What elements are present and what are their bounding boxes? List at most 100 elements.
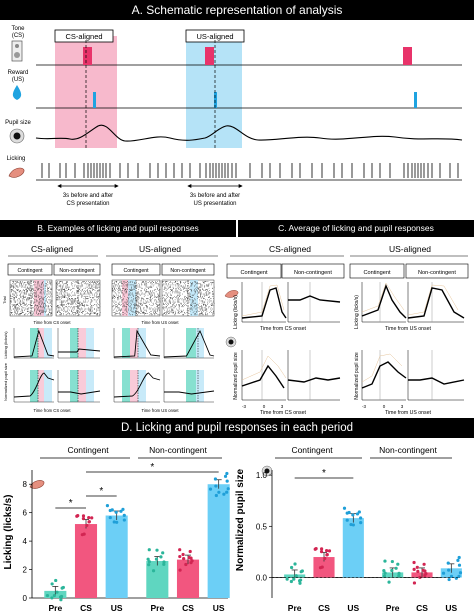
raster-dot [12, 285, 13, 287]
raster-dot [97, 313, 99, 314]
raster-dot [180, 282, 182, 283]
raster-dot [183, 299, 185, 301]
raster-dot [195, 290, 197, 291]
raster-dot [143, 307, 145, 309]
raster-dot [16, 282, 17, 283]
raster-dot [114, 287, 115, 289]
data-point [151, 569, 156, 573]
raster-dot [206, 293, 207, 295]
raster-dot [164, 307, 165, 309]
raster-dot [29, 290, 30, 291]
raster-dot [121, 285, 122, 287]
raster-dot [66, 292, 68, 294]
raster-dot [59, 285, 61, 287]
raster-dot [210, 307, 212, 309]
raster-dot [79, 283, 81, 285]
raster-dot [61, 302, 62, 304]
raster-dot [13, 308, 14, 310]
raster-dot [32, 314, 34, 316]
raster-dot [66, 314, 68, 316]
raster-dot [140, 304, 142, 305]
raster-dot [165, 306, 167, 308]
raster-dot [64, 297, 65, 298]
raster-dot [14, 309, 15, 311]
raster-dot [39, 310, 40, 312]
raster-dot [21, 312, 23, 313]
raster-dot [17, 281, 18, 282]
raster-dot [42, 307, 43, 309]
raster-dot [165, 282, 166, 283]
raster-dot [46, 314, 48, 316]
mean-trace [408, 377, 465, 385]
data-point [122, 518, 126, 522]
raster-dot [128, 308, 129, 310]
b-cs-contingent-label: Contingent [17, 268, 43, 274]
raster-dot [213, 302, 215, 304]
raster-dot [156, 283, 157, 285]
raster-dot [21, 304, 23, 305]
raster-dot [153, 313, 155, 314]
raster-dot [189, 297, 191, 298]
raster-dot [119, 313, 120, 314]
raster-dot [127, 286, 128, 288]
raster-dot [127, 304, 129, 305]
raster-dot [60, 314, 62, 316]
raster-dot [11, 309, 12, 311]
raster-dot [166, 295, 167, 297]
raster-dot [156, 297, 157, 298]
raster-dot [37, 308, 39, 310]
raster-dot [168, 284, 169, 286]
raster-dot [178, 297, 179, 298]
raster-dot [98, 297, 100, 298]
raster-dot [13, 281, 14, 282]
raster-dot [51, 295, 53, 297]
raster-dot [62, 305, 64, 306]
raster-dot [151, 299, 152, 301]
data-point [162, 560, 166, 564]
raster-dot [77, 306, 79, 308]
raster-dot [137, 310, 138, 312]
raster-dot [127, 284, 128, 286]
raster-dot [166, 287, 168, 289]
raster-dot [65, 283, 66, 285]
y-tick-label: 0.5 [256, 522, 268, 531]
raster-dot [187, 312, 189, 313]
raster-dot [15, 313, 17, 314]
raster-dot [85, 300, 86, 302]
raster-dot [83, 293, 84, 295]
raster-dot [77, 291, 79, 293]
raster-dot [164, 309, 165, 311]
raster-dot [173, 284, 175, 286]
raster-dot [86, 283, 88, 285]
raster-dot [162, 284, 163, 286]
raster-dot [208, 283, 210, 285]
raster-dot [114, 282, 115, 283]
raster-dot [129, 306, 131, 308]
tone-pulse [205, 47, 214, 65]
raster-dot [50, 289, 52, 290]
raster-dot [188, 309, 190, 311]
raster-dot [177, 283, 179, 285]
raster-dot [121, 281, 123, 282]
raster-dot [85, 291, 86, 293]
trace-window [122, 370, 130, 402]
raster-dot [158, 305, 159, 306]
raster-dot [61, 314, 63, 316]
raster-dot [72, 299, 73, 301]
raster-dot [26, 290, 28, 291]
raster-dot [93, 284, 94, 286]
b-cs-axis-2: Time from CS onset [33, 408, 71, 413]
raster-dot [198, 302, 200, 304]
raster-dot [201, 306, 203, 308]
raster-dot [200, 285, 202, 287]
raster-dot [171, 297, 173, 298]
raster-dot [13, 300, 15, 302]
raster-dot [40, 284, 42, 286]
raster-dot [17, 286, 19, 288]
data-point [213, 477, 218, 481]
raster-dot [191, 307, 192, 309]
raster-dot [174, 282, 176, 283]
raster-dot [205, 289, 207, 290]
raster-dot [181, 310, 182, 312]
raster-dot [157, 283, 159, 285]
